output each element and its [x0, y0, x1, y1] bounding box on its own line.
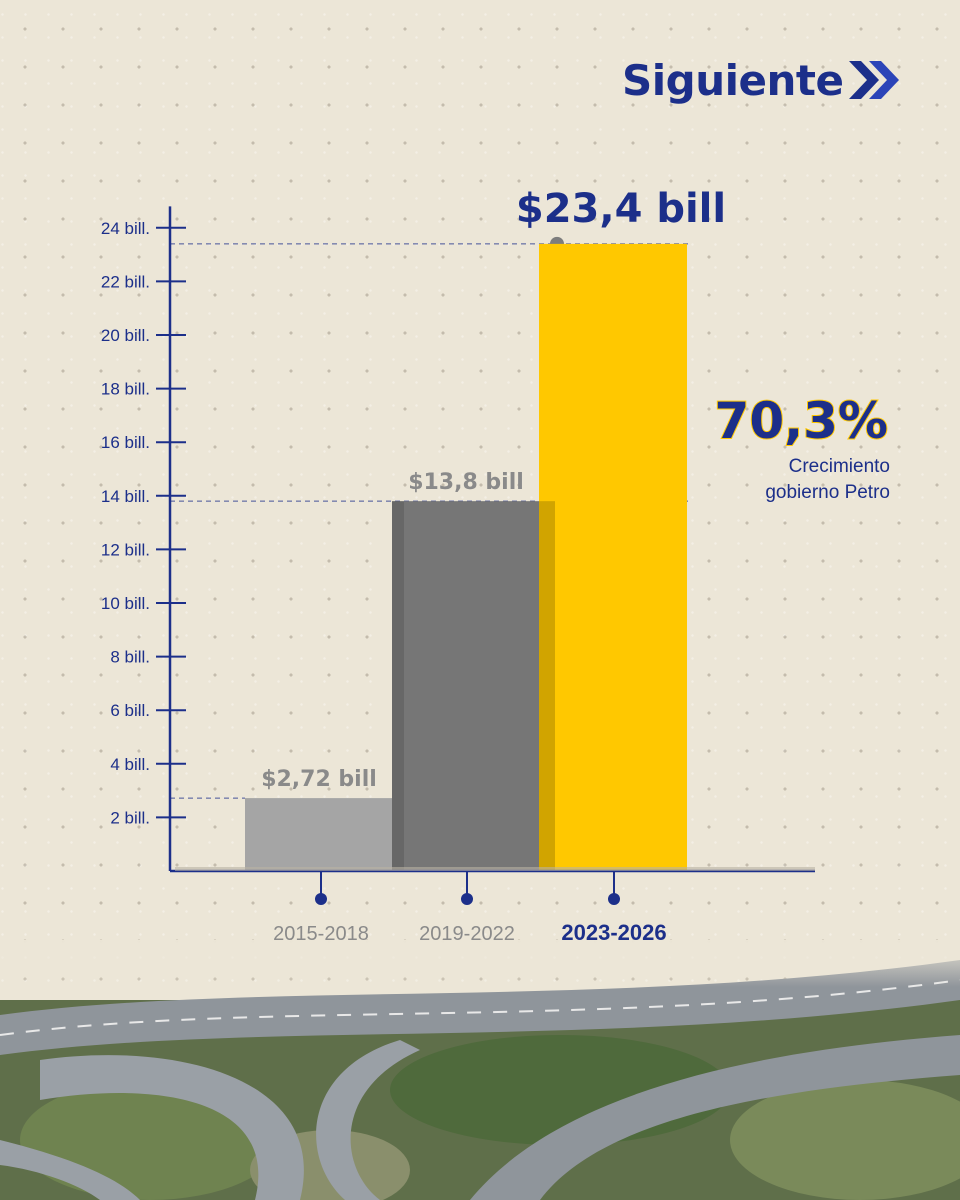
y-tick-label: 2 bill. [110, 808, 150, 827]
x-marker-dot [608, 893, 620, 905]
x-marker-dot [461, 893, 473, 905]
value-label: $23,4 bill [516, 186, 726, 232]
y-tick-label: 24 bill. [101, 219, 150, 238]
y-tick-label: 20 bill. [101, 326, 150, 345]
y-tick-label: 12 bill. [101, 540, 150, 559]
brand-logo: Siguiente [622, 52, 907, 108]
growth-caption-line2: gobierno Petro [765, 482, 890, 503]
value-label: $13,8 bill [408, 470, 524, 495]
brand-name: Siguiente [622, 55, 844, 105]
bar-2015-2018 [245, 798, 393, 871]
y-tick-label: 14 bill. [101, 487, 150, 506]
bar-shadow [392, 501, 404, 871]
bar-2023-2026 [539, 243, 687, 871]
growth-caption-line1: Crecimiento [789, 456, 890, 477]
bar-chart: 2 bill. 4 bill. 6 bill. 8 bill. 10 bill. 12 b… [101, 186, 890, 945]
floor-shadow [175, 867, 815, 871]
y-tick-label: 6 bill. [110, 701, 150, 720]
y-tick-label: 16 bill. [101, 433, 150, 452]
y-tick-label: 8 bill. [110, 648, 150, 667]
value-label: $2,72 bill [261, 767, 377, 792]
highway-aerial-photo [0, 940, 960, 1200]
x-marker-dot [315, 893, 327, 905]
y-tick-label: 22 bill. [101, 272, 150, 291]
bar-2019-2022 [392, 501, 540, 871]
growth-percent: 70,3% [715, 392, 888, 450]
category-label: 2019-2022 [419, 923, 515, 945]
y-tick-label: 10 bill. [101, 594, 150, 613]
double-chevron-right-icon [849, 61, 900, 99]
bar-shadow [539, 501, 555, 871]
y-tick-label: 18 bill. [101, 380, 150, 399]
category-label: 2015-2018 [273, 923, 369, 945]
y-tick-label: 4 bill. [110, 755, 150, 774]
